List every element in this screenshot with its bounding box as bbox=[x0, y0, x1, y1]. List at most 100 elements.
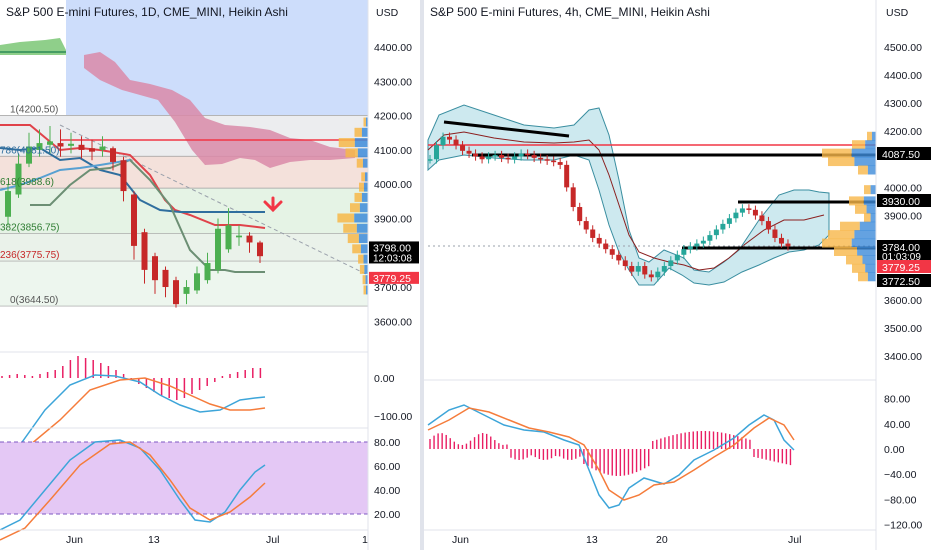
candle-body bbox=[577, 207, 583, 222]
candle-body bbox=[110, 148, 116, 162]
macd-tick: 40.00 bbox=[884, 419, 910, 431]
candle-body bbox=[99, 146, 106, 150]
volume-bar bbox=[338, 138, 355, 148]
candle-body bbox=[479, 156, 485, 160]
candle-body bbox=[36, 143, 43, 150]
candle-body bbox=[194, 273, 200, 291]
candle-body bbox=[635, 266, 641, 272]
price-tag-countdown: 01:03:09 bbox=[882, 252, 921, 263]
right-chart-svg[interactable]: 4500.00 4400.00 4300.00 4200.00 4000.00 3900.… bbox=[424, 0, 932, 550]
volume-bar bbox=[852, 263, 866, 273]
volume-bar bbox=[867, 131, 872, 141]
down-arrow-icon bbox=[263, 196, 283, 213]
ichimoku-cloud bbox=[84, 52, 355, 168]
price-tick: 3900.00 bbox=[884, 210, 922, 222]
volume-bar bbox=[851, 148, 876, 158]
volume-bar bbox=[863, 196, 876, 206]
candle-body bbox=[622, 260, 628, 267]
right-volume-profile bbox=[822, 131, 876, 282]
volume-bar bbox=[864, 213, 871, 223]
right-chart-pane[interactable]: 4500.00 4400.00 4300.00 4200.00 4000.00 3900.… bbox=[424, 0, 932, 550]
candle-body bbox=[538, 157, 544, 160]
pane-divider[interactable] bbox=[420, 0, 424, 550]
price-tick: 3700.00 bbox=[374, 282, 412, 294]
fib-label: 382(3856.75) bbox=[0, 222, 60, 233]
volume-bar bbox=[865, 263, 876, 273]
volume-bar bbox=[822, 148, 852, 158]
candle-body bbox=[434, 145, 440, 160]
candle-body bbox=[564, 164, 570, 188]
fib-band bbox=[0, 261, 368, 307]
volume-bar bbox=[343, 223, 357, 233]
candle-body bbox=[183, 287, 190, 294]
macd-tick: −80.00 bbox=[884, 494, 917, 506]
right-chart-title: S&P 500 E-mini Futures, 4h, CME_MINI, He… bbox=[430, 5, 710, 19]
left-chart-svg[interactable]: 1(4200.50) 786(4081.50) 618(3988.6) 382(385… bbox=[0, 0, 420, 550]
candle-body bbox=[759, 215, 765, 222]
volume-bar bbox=[849, 196, 864, 206]
stochastic-band bbox=[0, 442, 368, 514]
right-candles bbox=[427, 132, 791, 282]
price-tick: 4000.00 bbox=[374, 179, 412, 191]
macd-tick: −40.00 bbox=[884, 469, 917, 481]
candle-body bbox=[440, 136, 446, 146]
descending-trendline[interactable] bbox=[443, 120, 570, 138]
volume-bar bbox=[361, 127, 368, 137]
candle-body bbox=[131, 194, 137, 246]
candle-body bbox=[778, 237, 784, 244]
x-tick: Jul bbox=[788, 534, 801, 546]
price-tag bbox=[877, 240, 931, 262]
volume-bar bbox=[364, 172, 368, 182]
volume-bar bbox=[356, 158, 363, 168]
volume-bar bbox=[359, 182, 364, 192]
candle-body bbox=[78, 144, 85, 150]
candle-body bbox=[257, 242, 263, 257]
volume-bar bbox=[828, 230, 855, 240]
candle-body bbox=[739, 208, 745, 213]
volume-bar bbox=[867, 165, 876, 175]
candle-body bbox=[120, 160, 127, 192]
volume-bar bbox=[871, 131, 876, 141]
candle-body bbox=[648, 274, 654, 278]
x-tick: 1 bbox=[362, 534, 368, 546]
left-macd-histogram bbox=[1, 356, 262, 400]
candle-body bbox=[785, 243, 791, 247]
price-tick: 4300.00 bbox=[884, 98, 922, 110]
right-signal-line bbox=[427, 407, 795, 501]
candle-body bbox=[215, 228, 221, 270]
candle-body bbox=[173, 280, 179, 305]
volume-bar bbox=[363, 182, 368, 192]
volume-bar bbox=[822, 238, 852, 248]
volume-bar bbox=[363, 254, 368, 264]
price-tick: 3600.00 bbox=[374, 316, 412, 328]
price-tag bbox=[877, 147, 931, 160]
candle-body bbox=[531, 155, 537, 158]
candle-body bbox=[15, 163, 22, 195]
volume-bar bbox=[359, 203, 368, 213]
volume-bar bbox=[865, 140, 876, 150]
candle-body bbox=[68, 143, 74, 146]
macd-tick: 0.00 bbox=[374, 373, 395, 385]
candle-body bbox=[518, 153, 524, 157]
volume-bar bbox=[862, 255, 876, 265]
volume-bar bbox=[354, 127, 362, 137]
volume-bar bbox=[859, 221, 876, 231]
price-tag bbox=[369, 271, 419, 284]
price-tick: 4500.00 bbox=[884, 42, 922, 54]
left-chart-title: S&P 500 E-mini Futures, 1D, CME_MINI, He… bbox=[6, 5, 288, 19]
x-tick: 13 bbox=[586, 534, 598, 546]
candle-body bbox=[225, 225, 232, 250]
volume-bar bbox=[828, 157, 855, 167]
volume-bar bbox=[356, 223, 368, 233]
price-tick: 4400.00 bbox=[374, 42, 412, 54]
volume-bar bbox=[337, 213, 355, 223]
candle-body bbox=[772, 229, 778, 238]
x-tick: 13 bbox=[148, 534, 160, 546]
left-chart-pane[interactable]: 1(4200.50) 786(4081.50) 618(3988.6) 382(385… bbox=[0, 0, 420, 550]
volume-bar bbox=[347, 234, 359, 244]
right-macd-line bbox=[427, 404, 795, 509]
volume-bar bbox=[834, 246, 858, 256]
candle-body bbox=[603, 243, 609, 250]
candle-body bbox=[707, 235, 713, 241]
candle-body bbox=[466, 150, 472, 154]
